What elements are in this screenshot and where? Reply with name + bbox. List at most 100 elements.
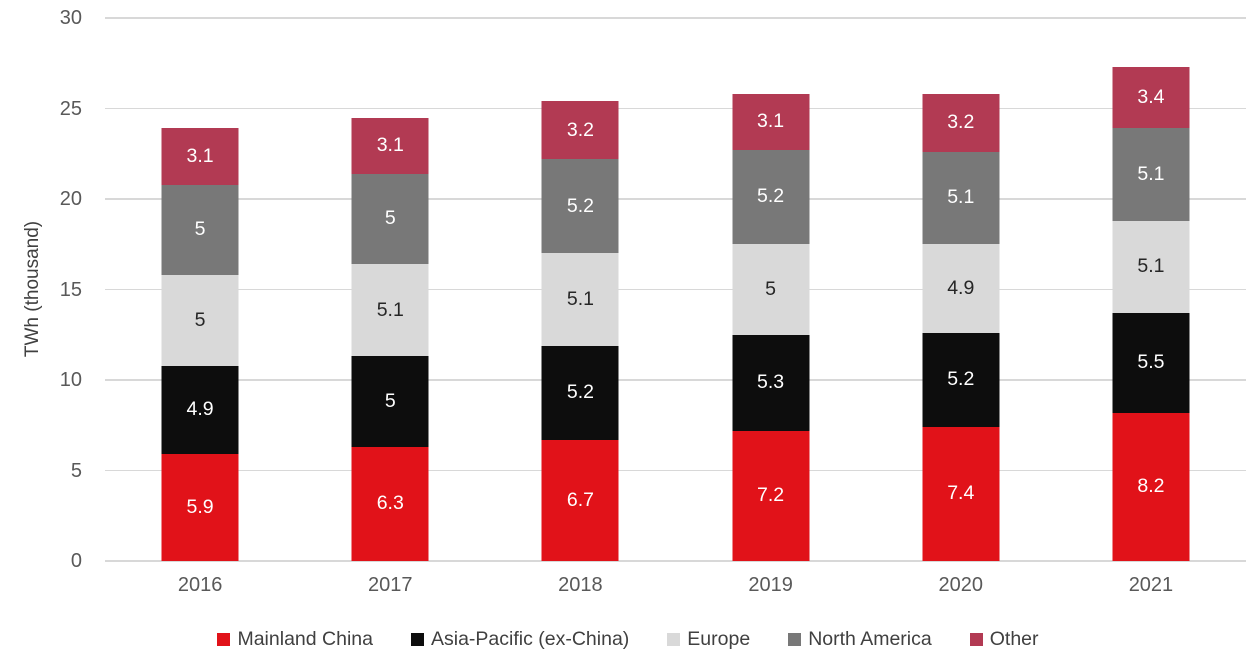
legend-item-asia-pacific-ex-china: Asia-Pacific (ex-China)	[410, 628, 630, 651]
x-axis-tick-labels: 2016 2017 2018 2019 2020 2021	[105, 574, 1246, 600]
segment-asia-pacific-ex-china-2017: 5	[351, 356, 429, 447]
segment-other-2020: 3.2	[922, 94, 1000, 152]
segment-asia-pacific-ex-china-2021: 5.5	[1112, 313, 1190, 413]
bar-slot-2021: 8.2 5.5 5.1 5.1 3.4	[1056, 18, 1246, 561]
value-label: 3.1	[376, 133, 404, 156]
value-label: 5.9	[186, 495, 214, 518]
value-label: 4.9	[186, 398, 214, 421]
bar-slot-2018: 6.7 5.2 5.1 5.2 3.2	[485, 18, 675, 561]
value-label: 5.2	[566, 194, 594, 217]
segment-other-2018: 3.2	[541, 101, 619, 160]
x-tick-label-2019: 2019	[748, 574, 793, 596]
segment-mainland-china-2018: 6.7	[541, 439, 619, 561]
legend-item-north-america: North America	[788, 628, 932, 651]
segment-europe-2018: 5.1	[541, 253, 619, 346]
value-label: 3.1	[757, 110, 785, 133]
legend-swatch-other	[969, 633, 983, 646]
y-tick-label-0: 0	[70, 550, 82, 572]
value-label: 7.2	[757, 484, 785, 507]
bars: 5.9 4.9 5 5 3.1 6.3 5 5.1 5 3.1 6.7 5.2 5.1 5.2 3.2 7.2…	[105, 18, 1246, 561]
legend-swatch-asia-pacific-ex-china	[410, 633, 424, 646]
legend-label-mainland-china: Mainland China	[237, 628, 373, 650]
value-label: 5.2	[566, 380, 594, 403]
bar-slot-2016: 5.9 4.9 5 5 3.1	[105, 18, 295, 561]
segment-asia-pacific-ex-china-2016: 4.9	[161, 365, 239, 455]
segment-asia-pacific-ex-china-2018: 5.2	[541, 345, 619, 440]
y-tick-label-25: 25	[59, 97, 82, 120]
segment-asia-pacific-ex-china-2019: 5.3	[732, 334, 810, 431]
segment-north-america-2021: 5.1	[1112, 128, 1190, 221]
bar-2017: 6.3 5 5.1 5 3.1	[351, 18, 429, 561]
gridline-25	[105, 107, 1246, 110]
segment-other-2021: 3.4	[1112, 66, 1190, 129]
plot-area: 5.9 4.9 5 5 3.1 6.3 5 5.1 5 3.1 6.7 5.2 5.1 5.2 3.2 7.2…	[105, 17, 1246, 562]
legend-swatch-europe	[667, 633, 681, 646]
gridlines	[105, 17, 1246, 562]
bar-2016: 5.9 4.9 5 5 3.1	[161, 18, 239, 561]
x-tick-label-2018: 2018	[558, 574, 603, 596]
value-label: 5.2	[757, 185, 785, 208]
legend-label-north-america: North America	[808, 628, 932, 650]
bar-slot-2019: 7.2 5.3 5 5.2 3.1	[676, 18, 866, 561]
legend-swatch-mainland-china	[217, 633, 231, 646]
segment-mainland-china-2021: 8.2	[1112, 412, 1190, 561]
segment-asia-pacific-ex-china-2020: 5.2	[922, 332, 1000, 428]
value-label: 5	[194, 218, 206, 241]
legend-item-other: Other	[969, 628, 1039, 651]
value-label: 3.2	[947, 111, 975, 134]
value-label: 5.1	[566, 287, 594, 310]
value-label: 5.1	[1137, 162, 1165, 185]
x-tick-label-2017: 2017	[368, 574, 413, 596]
value-label: 5.1	[376, 298, 404, 321]
value-label: 3.1	[186, 144, 214, 167]
segment-europe-2021: 5.1	[1112, 220, 1190, 314]
y-tick-label-30: 30	[59, 7, 82, 29]
value-label: 5	[765, 277, 777, 300]
legend-item-europe: Europe	[667, 628, 750, 651]
value-label: 5.5	[1137, 351, 1165, 374]
bar-slot-2020: 7.4 5.2 4.9 5.1 3.2	[866, 18, 1056, 561]
segment-north-america-2019: 5.2	[732, 150, 810, 245]
gridline-15	[105, 288, 1246, 291]
segment-europe-2020: 4.9	[922, 244, 1000, 333]
gridline-5	[105, 469, 1246, 472]
value-label: 7.4	[947, 482, 975, 505]
segment-other-2016: 3.1	[161, 128, 239, 185]
legend-label-other: Other	[989, 628, 1039, 650]
segment-north-america-2016: 5	[161, 184, 239, 276]
segment-europe-2016: 5	[161, 275, 239, 366]
legend-item-mainland-china: Mainland China	[217, 628, 373, 651]
value-label: 5	[384, 207, 396, 230]
gridline-20	[105, 198, 1246, 200]
x-tick-label-2020: 2020	[938, 574, 984, 596]
gridline-10	[105, 379, 1246, 381]
bar-2018: 6.7 5.2 5.1 5.2 3.2	[541, 18, 619, 561]
value-label: 5	[384, 389, 396, 412]
gridline-0	[105, 560, 1246, 562]
gridline-30	[105, 17, 1246, 19]
segment-other-2017: 3.1	[351, 117, 429, 174]
value-label: 6.7	[566, 488, 594, 511]
bar-slot-2017: 6.3 5 5.1 5 3.1	[295, 18, 485, 561]
y-axis-tick-labels: 0 5 10 15 20 25 30	[30, 7, 82, 572]
segment-north-america-2018: 5.2	[541, 159, 619, 254]
legend-label-asia-pacific-ex-china: Asia-Pacific (ex-China)	[430, 628, 630, 650]
y-tick-label-15: 15	[59, 278, 82, 301]
legend-label-europe: Europe	[687, 628, 751, 650]
y-tick-label-5: 5	[70, 459, 82, 482]
value-label: 5.2	[947, 368, 975, 391]
x-tick-label-2021: 2021	[1128, 574, 1174, 596]
bar-2020: 7.4 5.2 4.9 5.1 3.2	[922, 18, 1000, 561]
segment-europe-2017: 5.1	[351, 264, 429, 357]
value-label: 3.4	[1137, 85, 1165, 108]
segment-europe-2019: 5	[732, 244, 810, 335]
value-label: 4.9	[947, 276, 975, 299]
legend-swatch-north-america	[788, 633, 802, 646]
value-label: 5.1	[947, 186, 975, 209]
segment-other-2019: 3.1	[732, 94, 810, 151]
value-label: 5.1	[1137, 255, 1165, 278]
bar-2021: 8.2 5.5 5.1 5.1 3.4	[1112, 18, 1190, 561]
segment-mainland-china-2020: 7.4	[922, 427, 1000, 561]
value-label: 6.3	[376, 492, 404, 515]
